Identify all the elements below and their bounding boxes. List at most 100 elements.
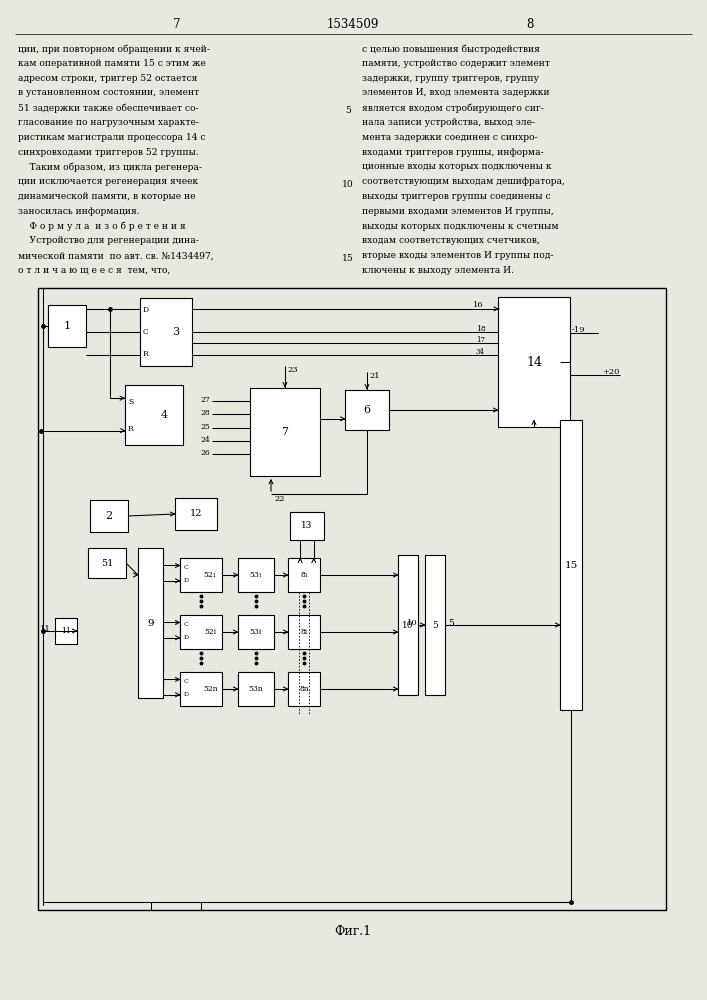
Text: 22: 22	[274, 495, 284, 503]
Text: входами триггеров группы, информа-: входами триггеров группы, информа-	[362, 148, 544, 157]
Text: с целью повышения быстродействия: с целью повышения быстродействия	[362, 44, 540, 53]
Bar	[238, 558, 274, 592]
Bar	[180, 672, 222, 706]
Text: R: R	[143, 350, 148, 358]
Text: D: D	[184, 635, 189, 640]
Text: 16: 16	[473, 301, 484, 309]
Text: 5: 5	[448, 619, 454, 628]
Text: 51 задержки также обеспечивает со-: 51 задержки также обеспечивает со-	[18, 103, 199, 113]
Text: адресом строки, триггер 52 остается: адресом строки, триггер 52 остается	[18, 74, 197, 83]
Text: первыми входами элементов И группы,: первыми входами элементов И группы,	[362, 207, 554, 216]
Bar	[250, 388, 320, 476]
Text: гласование по нагрузочным характе-: гласование по нагрузочным характе-	[18, 118, 199, 127]
Bar	[560, 420, 582, 710]
Text: входам соответствующих счетчиков,: входам соответствующих счетчиков,	[362, 236, 539, 245]
Text: R: R	[128, 425, 134, 433]
Text: 8: 8	[526, 18, 534, 31]
Bar	[290, 512, 324, 540]
Text: 15: 15	[342, 254, 354, 263]
Text: D: D	[184, 692, 189, 697]
Text: 34: 34	[476, 348, 485, 356]
Text: мической памяти  по авт. св. №1434497,: мической памяти по авт. св. №1434497,	[18, 251, 214, 260]
Text: C: C	[184, 622, 189, 627]
Text: Ф о р м у л а  и з о б р е т е н и я: Ф о р м у л а и з о б р е т е н и я	[18, 222, 186, 231]
Text: синхровходами триггеров 52 группы.: синхровходами триггеров 52 группы.	[18, 148, 199, 157]
Text: 51: 51	[101, 558, 113, 568]
Text: 12: 12	[189, 510, 202, 518]
Text: 21: 21	[369, 372, 380, 380]
Text: 1: 1	[64, 321, 71, 331]
Text: 5: 5	[432, 620, 438, 630]
Text: 7: 7	[281, 427, 288, 437]
Text: S: S	[128, 398, 133, 406]
Text: 11: 11	[61, 627, 71, 635]
Text: ристикам магистрали процессора 14 с: ристикам магистрали процессора 14 с	[18, 133, 206, 142]
Bar	[288, 672, 320, 706]
Text: 7: 7	[173, 18, 181, 31]
Text: ционные входы которых подключены к: ционные входы которых подключены к	[362, 162, 551, 171]
Text: 5: 5	[345, 106, 351, 115]
Text: Таким образом, из цикла регенера-: Таким образом, из цикла регенера-	[18, 162, 202, 172]
Bar	[180, 615, 222, 649]
Bar	[288, 558, 320, 592]
Bar	[498, 297, 570, 427]
Text: является входом стробирующего сиг-: является входом стробирующего сиг-	[362, 103, 544, 113]
Text: 52n: 52n	[203, 685, 218, 693]
Bar	[180, 558, 222, 592]
Text: 8₁: 8₁	[300, 571, 308, 579]
Text: 53i: 53i	[250, 628, 262, 636]
Bar	[55, 618, 77, 644]
Text: 11: 11	[40, 625, 51, 633]
Text: элементов И, вход элемента задержки: элементов И, вход элемента задержки	[362, 88, 549, 97]
Text: мента задержки соединен с синхро-: мента задержки соединен с синхро-	[362, 133, 537, 142]
Text: 10: 10	[407, 619, 418, 627]
Bar	[88, 548, 126, 578]
Text: 4: 4	[161, 410, 168, 420]
Text: 27: 27	[200, 396, 210, 404]
Text: 8i: 8i	[300, 628, 308, 636]
Text: 24: 24	[200, 436, 210, 444]
Bar	[345, 390, 389, 430]
Text: вторые входы элементов И группы под-: вторые входы элементов И группы под-	[362, 251, 554, 260]
Text: 2: 2	[105, 511, 112, 521]
Bar	[125, 385, 183, 445]
Text: 10: 10	[342, 180, 354, 189]
Text: динамической памяти, в которые не: динамической памяти, в которые не	[18, 192, 196, 201]
Text: 13: 13	[301, 522, 312, 530]
Text: кам оперативной памяти 15 с этим же: кам оперативной памяти 15 с этим же	[18, 59, 206, 68]
Text: выходы триггеров группы соединены с: выходы триггеров группы соединены с	[362, 192, 551, 201]
Text: +20: +20	[602, 368, 619, 376]
Text: о т л и ч а ю щ е е с я  тем, что,: о т л и ч а ю щ е е с я тем, что,	[18, 266, 170, 275]
Bar	[138, 548, 163, 698]
Bar	[398, 555, 418, 695]
Text: Устройство для регенерации дина-: Устройство для регенерации дина-	[18, 236, 199, 245]
Text: C: C	[143, 328, 148, 336]
Bar	[175, 498, 217, 530]
Text: D: D	[143, 306, 149, 314]
Text: 53₁: 53₁	[250, 571, 262, 579]
Text: 28: 28	[200, 409, 210, 417]
Text: 1534509: 1534509	[327, 18, 379, 31]
Bar	[425, 555, 445, 695]
Text: 9: 9	[147, 618, 154, 628]
Bar	[238, 615, 274, 649]
Bar	[48, 305, 86, 347]
Text: 3: 3	[172, 327, 179, 337]
Text: 25: 25	[200, 423, 210, 431]
Text: ции исключается регенерация ячеек: ции исключается регенерация ячеек	[18, 177, 198, 186]
Text: 23: 23	[287, 366, 298, 374]
Bar	[238, 672, 274, 706]
Text: заносилась информация.: заносилась информация.	[18, 207, 139, 216]
Text: D: D	[184, 578, 189, 583]
Bar	[90, 500, 128, 532]
Text: 17: 17	[476, 336, 485, 344]
Text: Фиг.1: Фиг.1	[334, 925, 372, 938]
Text: 26: 26	[200, 449, 210, 457]
Text: выходы которых подключены к счетным: выходы которых подключены к счетным	[362, 222, 559, 231]
Text: 15: 15	[564, 560, 578, 570]
Text: нала записи устройства, выход эле-: нала записи устройства, выход эле-	[362, 118, 535, 127]
Text: в установленном состоянии, элемент: в установленном состоянии, элемент	[18, 88, 199, 97]
Text: ции, при повторном обращении к ячей-: ции, при повторном обращении к ячей-	[18, 44, 210, 53]
Text: 53n: 53n	[249, 685, 264, 693]
Text: памяти, устройство содержит элемент: памяти, устройство содержит элемент	[362, 59, 550, 68]
